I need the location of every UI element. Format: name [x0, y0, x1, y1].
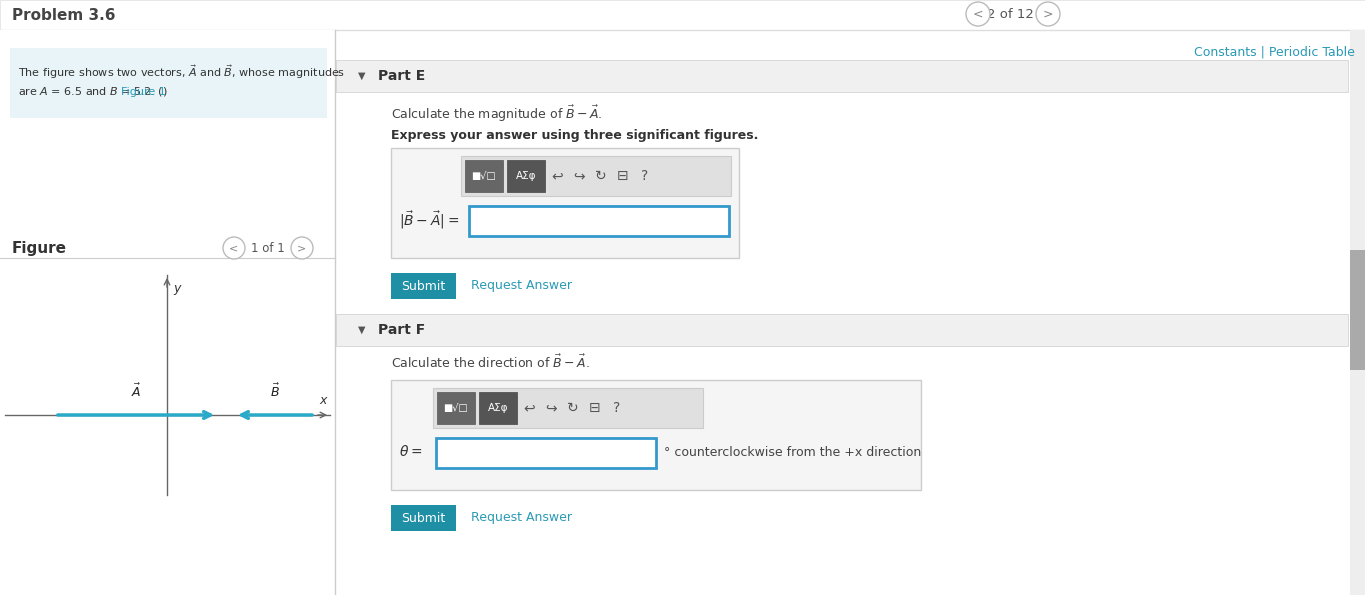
Text: ↪: ↪: [545, 401, 557, 415]
Text: y: y: [173, 282, 180, 295]
Text: 1 of 1: 1 of 1: [251, 242, 285, 255]
Text: $\theta =$: $\theta =$: [399, 444, 422, 459]
FancyBboxPatch shape: [0, 30, 334, 595]
FancyBboxPatch shape: [506, 160, 545, 192]
Text: Calculate the direction of $\vec{B} - \vec{A}$.: Calculate the direction of $\vec{B} - \v…: [390, 353, 590, 371]
Text: ΑΣφ: ΑΣφ: [487, 403, 508, 413]
Text: Problem 3.6: Problem 3.6: [12, 8, 116, 23]
Text: $\vec{B}$: $\vec{B}$: [270, 383, 280, 400]
Text: ↩: ↩: [551, 169, 562, 183]
Text: x: x: [319, 394, 328, 407]
Text: $\vec{A}$: $\vec{A}$: [131, 383, 141, 400]
FancyBboxPatch shape: [390, 273, 456, 299]
FancyBboxPatch shape: [437, 392, 475, 424]
Text: ↪: ↪: [573, 169, 584, 183]
Text: <: <: [229, 243, 239, 253]
FancyBboxPatch shape: [435, 438, 657, 468]
Text: ): ): [162, 87, 167, 97]
Circle shape: [222, 237, 244, 259]
Text: are $A$ = 6.5 and $B$ = 5.2. (: are $A$ = 6.5 and $B$ = 5.2. (: [18, 86, 164, 99]
FancyBboxPatch shape: [461, 156, 732, 196]
Text: Part E: Part E: [378, 69, 426, 83]
Text: $|\vec{B} - \vec{A}| =$: $|\vec{B} - \vec{A}| =$: [399, 209, 459, 231]
Text: Submit: Submit: [401, 512, 445, 525]
FancyBboxPatch shape: [1350, 30, 1365, 595]
Text: ↩: ↩: [523, 401, 535, 415]
FancyBboxPatch shape: [390, 380, 921, 490]
FancyBboxPatch shape: [336, 60, 1349, 92]
Text: Express your answer using three significant figures.: Express your answer using three signific…: [390, 129, 759, 142]
Text: 2 of 12: 2 of 12: [987, 8, 1033, 20]
Text: Constants | Periodic Table: Constants | Periodic Table: [1194, 45, 1355, 58]
Text: The figure shows two vectors, $\vec{A}$ and $\vec{B}$, whose magnitudes: The figure shows two vectors, $\vec{A}$ …: [18, 63, 345, 81]
Text: Figure 1: Figure 1: [121, 87, 165, 97]
Text: ▼: ▼: [358, 325, 366, 335]
FancyBboxPatch shape: [479, 392, 517, 424]
FancyBboxPatch shape: [433, 388, 703, 428]
FancyBboxPatch shape: [0, 0, 1365, 30]
Text: ⊟: ⊟: [617, 169, 629, 183]
Text: ⊟: ⊟: [590, 401, 601, 415]
Text: ■√□: ■√□: [472, 171, 497, 181]
Circle shape: [1036, 2, 1061, 26]
Text: ?: ?: [613, 401, 621, 415]
Text: Request Answer: Request Answer: [471, 512, 572, 525]
Text: ■√□: ■√□: [444, 403, 468, 413]
FancyBboxPatch shape: [465, 160, 502, 192]
Text: Calculate the magnitude of $\vec{B} - \vec{A}$.: Calculate the magnitude of $\vec{B} - \v…: [390, 104, 602, 124]
Text: <: <: [973, 8, 983, 20]
FancyBboxPatch shape: [1350, 250, 1365, 370]
FancyBboxPatch shape: [470, 206, 729, 236]
Text: ↻: ↻: [568, 401, 579, 415]
Text: Figure: Figure: [12, 240, 67, 255]
Text: ▼: ▼: [358, 71, 366, 81]
Circle shape: [966, 2, 990, 26]
Text: Part F: Part F: [378, 323, 426, 337]
FancyBboxPatch shape: [390, 148, 738, 258]
FancyBboxPatch shape: [336, 314, 1349, 346]
Text: ↻: ↻: [595, 169, 607, 183]
Text: >: >: [1043, 8, 1054, 20]
FancyBboxPatch shape: [10, 48, 328, 118]
Text: >: >: [298, 243, 307, 253]
Text: Request Answer: Request Answer: [471, 280, 572, 293]
Text: Submit: Submit: [401, 280, 445, 293]
Text: ?: ?: [642, 169, 648, 183]
FancyBboxPatch shape: [390, 505, 456, 531]
Text: ΑΣφ: ΑΣφ: [516, 171, 536, 181]
Circle shape: [291, 237, 313, 259]
Text: ° counterclockwise from the +x direction: ° counterclockwise from the +x direction: [663, 446, 921, 459]
